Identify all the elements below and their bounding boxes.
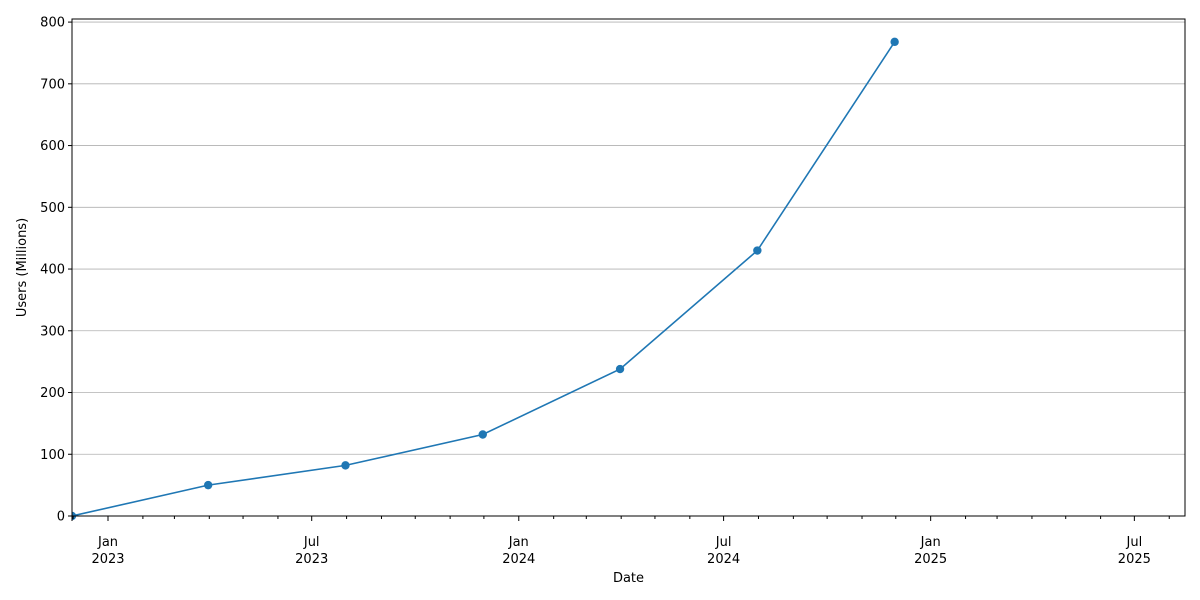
x-tick-label-month: Jul: [715, 535, 732, 550]
y-tick-label: 200: [40, 386, 65, 401]
data-point: [890, 37, 899, 47]
x-tick-label-year: 2023: [295, 552, 328, 567]
x-tick-label-year: 2025: [914, 552, 947, 567]
x-tick-label-year: 2024: [707, 552, 740, 567]
y-tick-label: 800: [40, 16, 65, 31]
x-tick-label-year: 2025: [1118, 552, 1151, 567]
x-tick-label-month: Jan: [920, 535, 941, 550]
y-axis-title: Users (Millions): [15, 218, 30, 317]
plot-frame: [71, 18, 1186, 517]
y-tick-label: 400: [40, 263, 65, 278]
y-tick-label: 500: [40, 201, 65, 216]
data-point: [341, 461, 350, 470]
x-tick-label-month: Jan: [97, 535, 118, 550]
x-tick-label-year: 2024: [502, 552, 535, 567]
x-axis-title: Date: [613, 571, 644, 586]
y-tick-label: 100: [40, 448, 65, 463]
x-tick-label-month: Jul: [303, 535, 320, 550]
series: [72, 37, 899, 521]
data-point: [478, 430, 487, 439]
y-tick-label: 300: [40, 324, 65, 339]
x-tick-label-year: 2023: [91, 552, 124, 567]
y-axis: 0 100 200 300 400 500 600 700 800: [40, 16, 72, 525]
data-point: [203, 480, 213, 490]
y-tick-label: 0: [57, 510, 65, 525]
data-point: [753, 246, 762, 255]
series-line: [72, 41, 896, 517]
x-tick-label-month: Jul: [1126, 535, 1143, 550]
y-tick-label: 700: [40, 77, 65, 92]
grid-lines: [72, 21, 1185, 455]
x-axis: Jan 2023 Jul 2023 Jan 2024 Jul 2024 Jan 2025 Jul 20…: [71, 516, 1170, 567]
x-tick-label-month: Jan: [508, 535, 529, 550]
data-point: [615, 364, 625, 374]
y-tick-label: 600: [40, 139, 65, 154]
